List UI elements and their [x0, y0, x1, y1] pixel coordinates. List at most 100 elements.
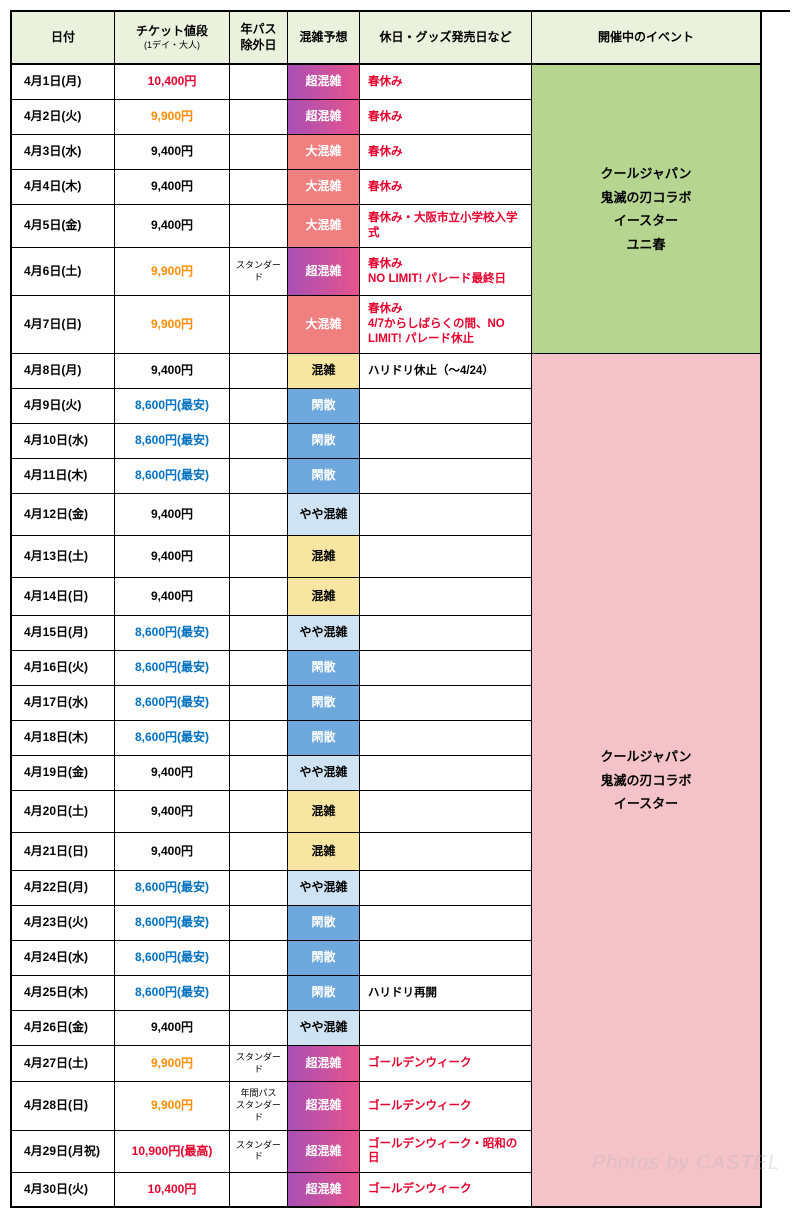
pass-cell	[230, 494, 288, 536]
notes-cell: ゴールデンウィーク・昭和の日	[360, 1131, 532, 1174]
price-cell: 8,600円(最安)	[115, 976, 230, 1011]
pass-cell	[230, 976, 288, 1011]
crowd-cell: 超混雑	[288, 1173, 360, 1208]
price-cell: 8,600円(最安)	[115, 721, 230, 756]
price-cell: 9,400円	[115, 354, 230, 389]
notes-cell: ハリドリ再開	[360, 976, 532, 1011]
date-cell: 4月18日(木)	[12, 721, 115, 756]
pass-cell	[230, 651, 288, 686]
crowd-cell: 閑散	[288, 976, 360, 1011]
notes-cell: ゴールデンウィーク	[360, 1173, 532, 1208]
pass-cell: 年間パススタンダード	[230, 1082, 288, 1130]
notes-cell: ハリドリ休止（〜4/24）	[360, 354, 532, 389]
date-cell: 4月24日(水)	[12, 941, 115, 976]
notes-cell: 春休み	[360, 135, 532, 170]
calendar-table: 日付チケット値段(1デイ・大人)年パス除外日混雑予想休日・グッズ発売日など開催中…	[10, 10, 790, 1208]
price-cell: 9,400円	[115, 170, 230, 205]
date-cell: 4月6日(土)	[12, 248, 115, 296]
crowd-cell: 混雑	[288, 578, 360, 616]
price-cell: 9,400円	[115, 756, 230, 791]
pass-cell	[230, 756, 288, 791]
notes-cell: ゴールデンウィーク	[360, 1046, 532, 1082]
notes-cell: 春休み・大阪市立小学校入学式	[360, 205, 532, 248]
price-cell: 8,600円(最安)	[115, 651, 230, 686]
pass-cell: スタンダード	[230, 248, 288, 296]
pass-cell	[230, 205, 288, 248]
date-cell: 4月1日(月)	[12, 65, 115, 100]
notes-cell: 春休みNO LIMIT! パレード最終日	[360, 248, 532, 296]
notes-cell	[360, 389, 532, 424]
crowd-cell: 超混雑	[288, 1046, 360, 1082]
date-cell: 4月15日(月)	[12, 616, 115, 651]
pass-cell	[230, 871, 288, 906]
crowd-cell: 閑散	[288, 389, 360, 424]
price-cell: 9,400円	[115, 791, 230, 833]
price-cell: 10,400円	[115, 65, 230, 100]
price-cell: 8,600円(最安)	[115, 459, 230, 494]
pass-cell	[230, 578, 288, 616]
date-cell: 4月21日(日)	[12, 833, 115, 871]
pass-cell	[230, 1011, 288, 1046]
pass-cell	[230, 65, 288, 100]
crowd-cell: 閑散	[288, 941, 360, 976]
crowd-cell: 大混雑	[288, 296, 360, 354]
crowd-cell: 超混雑	[288, 1131, 360, 1174]
header-price: チケット値段(1デイ・大人)	[115, 12, 230, 65]
price-cell: 8,600円(最安)	[115, 616, 230, 651]
date-cell: 4月4日(木)	[12, 170, 115, 205]
date-cell: 4月23日(火)	[12, 906, 115, 941]
date-cell: 4月14日(日)	[12, 578, 115, 616]
pass-cell	[230, 100, 288, 135]
price-cell: 9,900円	[115, 100, 230, 135]
crowd-cell: 大混雑	[288, 205, 360, 248]
price-cell: 8,600円(最安)	[115, 941, 230, 976]
notes-cell	[360, 459, 532, 494]
crowd-cell: 超混雑	[288, 65, 360, 100]
price-cell: 10,400円	[115, 1173, 230, 1208]
crowd-cell: やや混雑	[288, 616, 360, 651]
crowd-cell: 閑散	[288, 906, 360, 941]
date-cell: 4月28日(日)	[12, 1082, 115, 1130]
notes-cell	[360, 1011, 532, 1046]
crowd-cell: 混雑	[288, 536, 360, 578]
price-cell: 9,400円	[115, 578, 230, 616]
price-cell: 8,600円(最安)	[115, 871, 230, 906]
watermark-text: Photos by CASTEL	[592, 1152, 780, 1175]
header-pass: 年パス除外日	[230, 12, 288, 65]
notes-cell	[360, 756, 532, 791]
notes-cell	[360, 941, 532, 976]
date-cell: 4月11日(木)	[12, 459, 115, 494]
pass-cell	[230, 721, 288, 756]
date-cell: 4月27日(土)	[12, 1046, 115, 1082]
date-cell: 4月9日(火)	[12, 389, 115, 424]
date-cell: 4月22日(月)	[12, 871, 115, 906]
notes-cell	[360, 833, 532, 871]
date-cell: 4月25日(木)	[12, 976, 115, 1011]
pass-cell	[230, 424, 288, 459]
header-crowd: 混雑予想	[288, 12, 360, 65]
price-cell: 9,400円	[115, 135, 230, 170]
date-cell: 4月3日(水)	[12, 135, 115, 170]
pass-cell: スタンダード	[230, 1131, 288, 1174]
pass-cell	[230, 1173, 288, 1208]
crowd-cell: やや混雑	[288, 494, 360, 536]
header-notes: 休日・グッズ発売日など	[360, 12, 532, 65]
notes-cell	[360, 651, 532, 686]
date-cell: 4月5日(金)	[12, 205, 115, 248]
crowd-cell: 混雑	[288, 791, 360, 833]
date-cell: 4月8日(月)	[12, 354, 115, 389]
pass-cell	[230, 170, 288, 205]
price-cell: 8,600円(最安)	[115, 424, 230, 459]
pass-cell	[230, 906, 288, 941]
price-cell: 9,400円	[115, 833, 230, 871]
notes-cell	[360, 791, 532, 833]
crowd-cell: 大混雑	[288, 170, 360, 205]
date-cell: 4月20日(土)	[12, 791, 115, 833]
pass-cell	[230, 459, 288, 494]
price-cell: 9,400円	[115, 536, 230, 578]
crowd-cell: 大混雑	[288, 135, 360, 170]
notes-cell: 春休み	[360, 65, 532, 100]
pass-cell	[230, 135, 288, 170]
pass-cell	[230, 354, 288, 389]
crowd-cell: 閑散	[288, 424, 360, 459]
